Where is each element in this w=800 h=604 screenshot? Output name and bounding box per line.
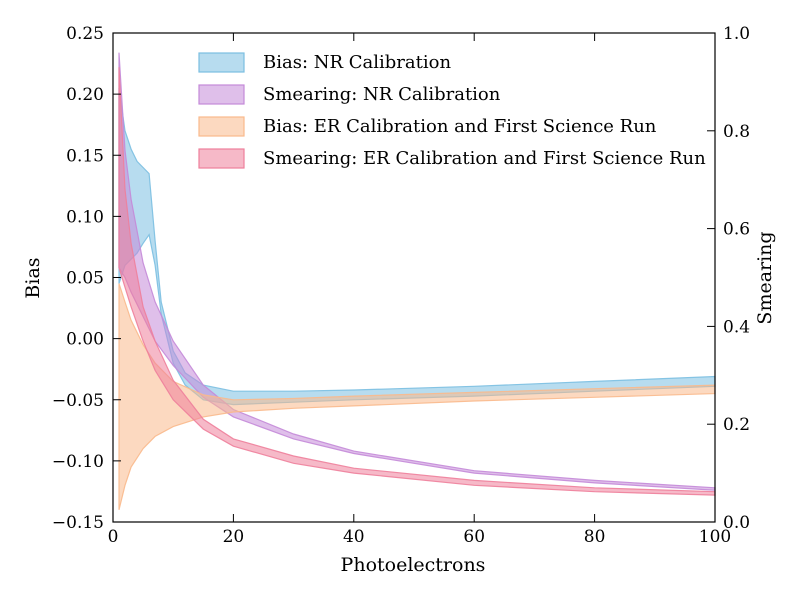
x-tick-label: 60 — [463, 527, 485, 547]
right-tick-label: 0.6 — [723, 220, 750, 240]
legend-swatch-bias-nr-calibration — [198, 52, 245, 73]
x-tick-label: 20 — [223, 527, 245, 547]
right-tick-label: 0.0 — [723, 513, 750, 533]
right-tick-label: 1.0 — [723, 24, 750, 44]
x-tick-label: 100 — [699, 527, 731, 547]
plot-frame — [112, 32, 716, 523]
left-tick-label: 0.05 — [66, 269, 104, 289]
left-tick-label: −0.10 — [52, 452, 104, 472]
left-tick-label: 0.20 — [66, 85, 104, 105]
left-tick-label: 0.10 — [66, 207, 104, 227]
legend-swatch-smearing-er-calibration-and-first-science-run — [198, 148, 245, 169]
right-tick-label: 0.2 — [723, 415, 750, 435]
legend-label-bias-er-calibration-and-first-science-run: Bias: ER Calibration and First Science R… — [263, 116, 657, 137]
legend-label-bias-nr-calibration: Bias: NR Calibration — [263, 52, 451, 73]
legend-swatch-smearing-nr-calibration — [198, 84, 245, 105]
left-tick-label: 0.25 — [66, 24, 104, 44]
axis-ticks: 0 20 40 60 80 100 0.25 0.20 0.15 0.10 0.05 0.00 −0.0… — [52, 24, 750, 547]
x-axis-title: Photoelectrons — [341, 554, 486, 576]
legend-label-smearing-nr-calibration: Smearing: NR Calibration — [263, 84, 501, 105]
right-tick-label: 0.4 — [723, 317, 750, 337]
left-tick-label: 0.15 — [66, 146, 104, 166]
x-tick-label: 0 — [108, 527, 119, 547]
legend-swatch-bias-er-calibration-and-first-science-run — [198, 116, 245, 137]
right-tick-label: 0.8 — [723, 122, 750, 142]
x-tick-label: 40 — [343, 527, 365, 547]
left-tick-label: −0.15 — [52, 513, 104, 533]
x-tick-label: 80 — [584, 527, 606, 547]
left-tick-label: 0.00 — [66, 330, 104, 350]
left-tick-label: −0.05 — [52, 391, 104, 411]
legend: Bias: NR Calibration Smearing: NR Calibra… — [198, 52, 706, 169]
right-axis-title: Smearing — [754, 231, 776, 324]
left-axis-title: Bias — [22, 257, 44, 298]
legend-label-smearing-er-calibration-and-first-science-run: Smearing: ER Calibration and First Scien… — [263, 148, 706, 169]
